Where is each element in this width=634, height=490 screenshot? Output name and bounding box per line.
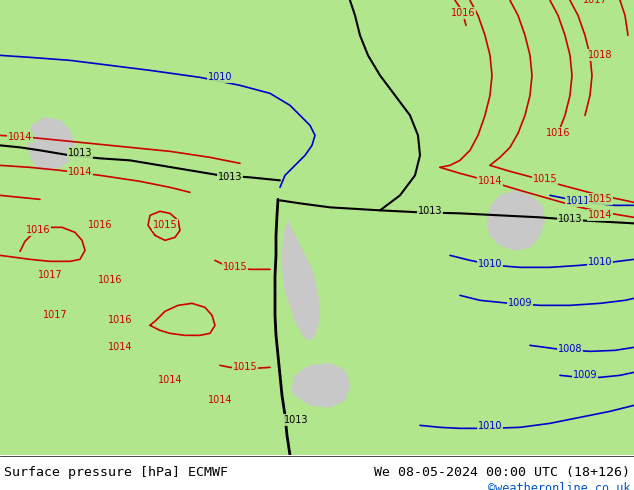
Text: 1018: 1018 xyxy=(588,50,612,60)
Text: 1013: 1013 xyxy=(558,214,582,224)
Text: 1010: 1010 xyxy=(478,421,502,431)
Text: 1014: 1014 xyxy=(478,176,502,186)
Text: Surface pressure [hPa] ECMWF: Surface pressure [hPa] ECMWF xyxy=(4,466,228,479)
Text: 1017: 1017 xyxy=(37,270,62,280)
Text: 1017: 1017 xyxy=(583,0,607,5)
Text: 1010: 1010 xyxy=(478,259,502,270)
Text: 1013: 1013 xyxy=(418,206,443,217)
Text: 1011: 1011 xyxy=(566,196,590,206)
Text: 1014: 1014 xyxy=(158,375,182,385)
Text: 1013: 1013 xyxy=(284,416,308,425)
Text: 1013: 1013 xyxy=(217,172,242,182)
Text: 1013: 1013 xyxy=(68,148,93,158)
Polygon shape xyxy=(292,364,350,407)
Text: 1014: 1014 xyxy=(208,395,232,405)
Text: 1016: 1016 xyxy=(451,8,476,18)
Text: 1010: 1010 xyxy=(588,257,612,268)
Text: 1010: 1010 xyxy=(208,73,232,82)
Text: 1016: 1016 xyxy=(108,316,133,325)
Text: 1015: 1015 xyxy=(233,362,257,372)
Text: 1016: 1016 xyxy=(98,275,122,285)
Text: 1014: 1014 xyxy=(8,132,32,143)
Text: 1014: 1014 xyxy=(588,210,612,221)
Polygon shape xyxy=(282,220,320,341)
Text: 1009: 1009 xyxy=(573,370,597,380)
Text: 1015: 1015 xyxy=(153,220,178,230)
Text: We 08-05-2024 00:00 UTC (18+126): We 08-05-2024 00:00 UTC (18+126) xyxy=(374,466,630,479)
Text: 1008: 1008 xyxy=(558,344,582,354)
Text: 1015: 1015 xyxy=(533,174,557,184)
Text: 1014: 1014 xyxy=(68,168,93,177)
Text: 1016: 1016 xyxy=(546,128,570,138)
Polygon shape xyxy=(27,117,75,171)
Text: 1015: 1015 xyxy=(223,262,247,272)
Polygon shape xyxy=(487,190,545,250)
Text: 1016: 1016 xyxy=(87,220,112,230)
Text: 1015: 1015 xyxy=(588,195,612,204)
Text: 1017: 1017 xyxy=(42,310,67,320)
Text: 1009: 1009 xyxy=(508,298,533,308)
Text: ©weatheronline.co.uk: ©weatheronline.co.uk xyxy=(488,482,630,490)
Text: 1016: 1016 xyxy=(26,225,50,235)
Text: 1014: 1014 xyxy=(108,343,133,352)
